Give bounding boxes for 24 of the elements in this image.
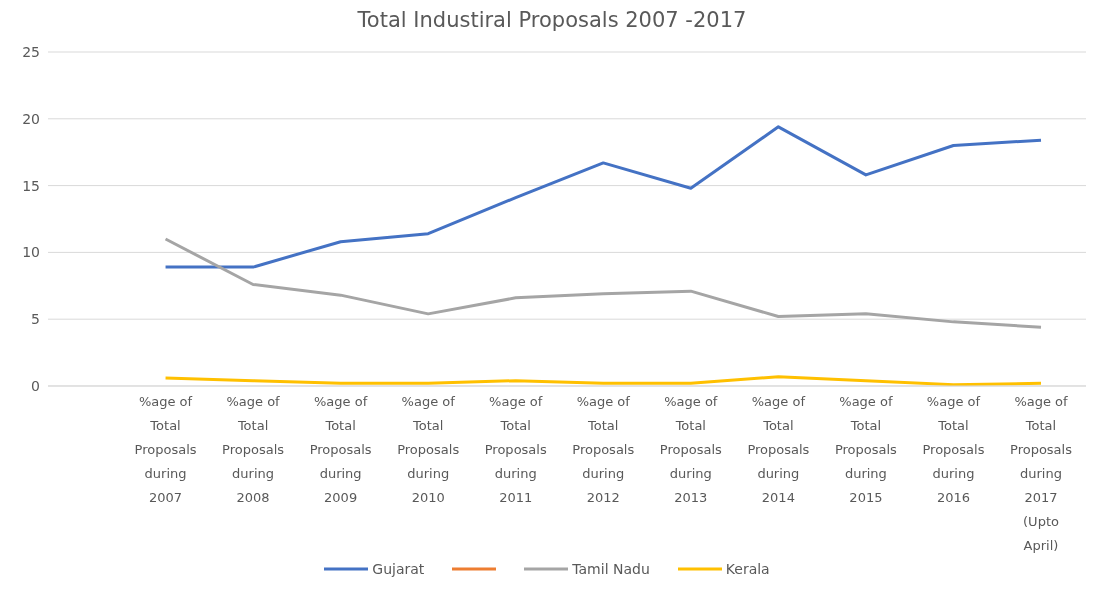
- y-tick-label: 5: [31, 311, 40, 328]
- x-tick-label: %age of Total Proposals during 2010: [397, 394, 460, 505]
- x-tick-label: %age of Total Proposals during 2015: [834, 394, 898, 505]
- x-tick-label: %age of Total Proposals during 2016: [922, 394, 985, 505]
- legend-label: Kerala: [725, 561, 770, 577]
- x-tick-label: %age of Total Proposals during 2017 (Upto April): [1010, 394, 1073, 553]
- line-series: [164, 375, 1043, 386]
- x-tick-label: %age of Total Proposals during 2013: [659, 394, 723, 505]
- x-tick-label: %age of Total Proposals during 2014: [747, 394, 810, 505]
- x-tick-label: %age of Total Proposals during 2007: [134, 394, 197, 505]
- x-tick-label: %age of Total Proposals during 2009: [309, 394, 372, 505]
- y-tick-label: 10: [22, 244, 40, 261]
- x-tick-label: %age of Total Proposals during 2011: [484, 394, 547, 505]
- x-tick-label: %age of Total Proposals during 2008: [222, 394, 285, 505]
- legend-label: Gujarat: [372, 561, 425, 577]
- y-tick-label: 15: [22, 177, 40, 194]
- y-tick-label: 0: [31, 377, 40, 394]
- line-series: [164, 125, 1043, 269]
- legend-label: Tamil Nadu: [572, 561, 650, 577]
- chart-title: Total Industiral Proposals 2007 -2017: [356, 8, 748, 32]
- y-tick-label: 25: [22, 43, 40, 60]
- line-series: [164, 237, 1043, 329]
- x-tick-label: %age of Total Proposals during 2012: [572, 394, 635, 505]
- y-tick-label: 20: [22, 110, 40, 127]
